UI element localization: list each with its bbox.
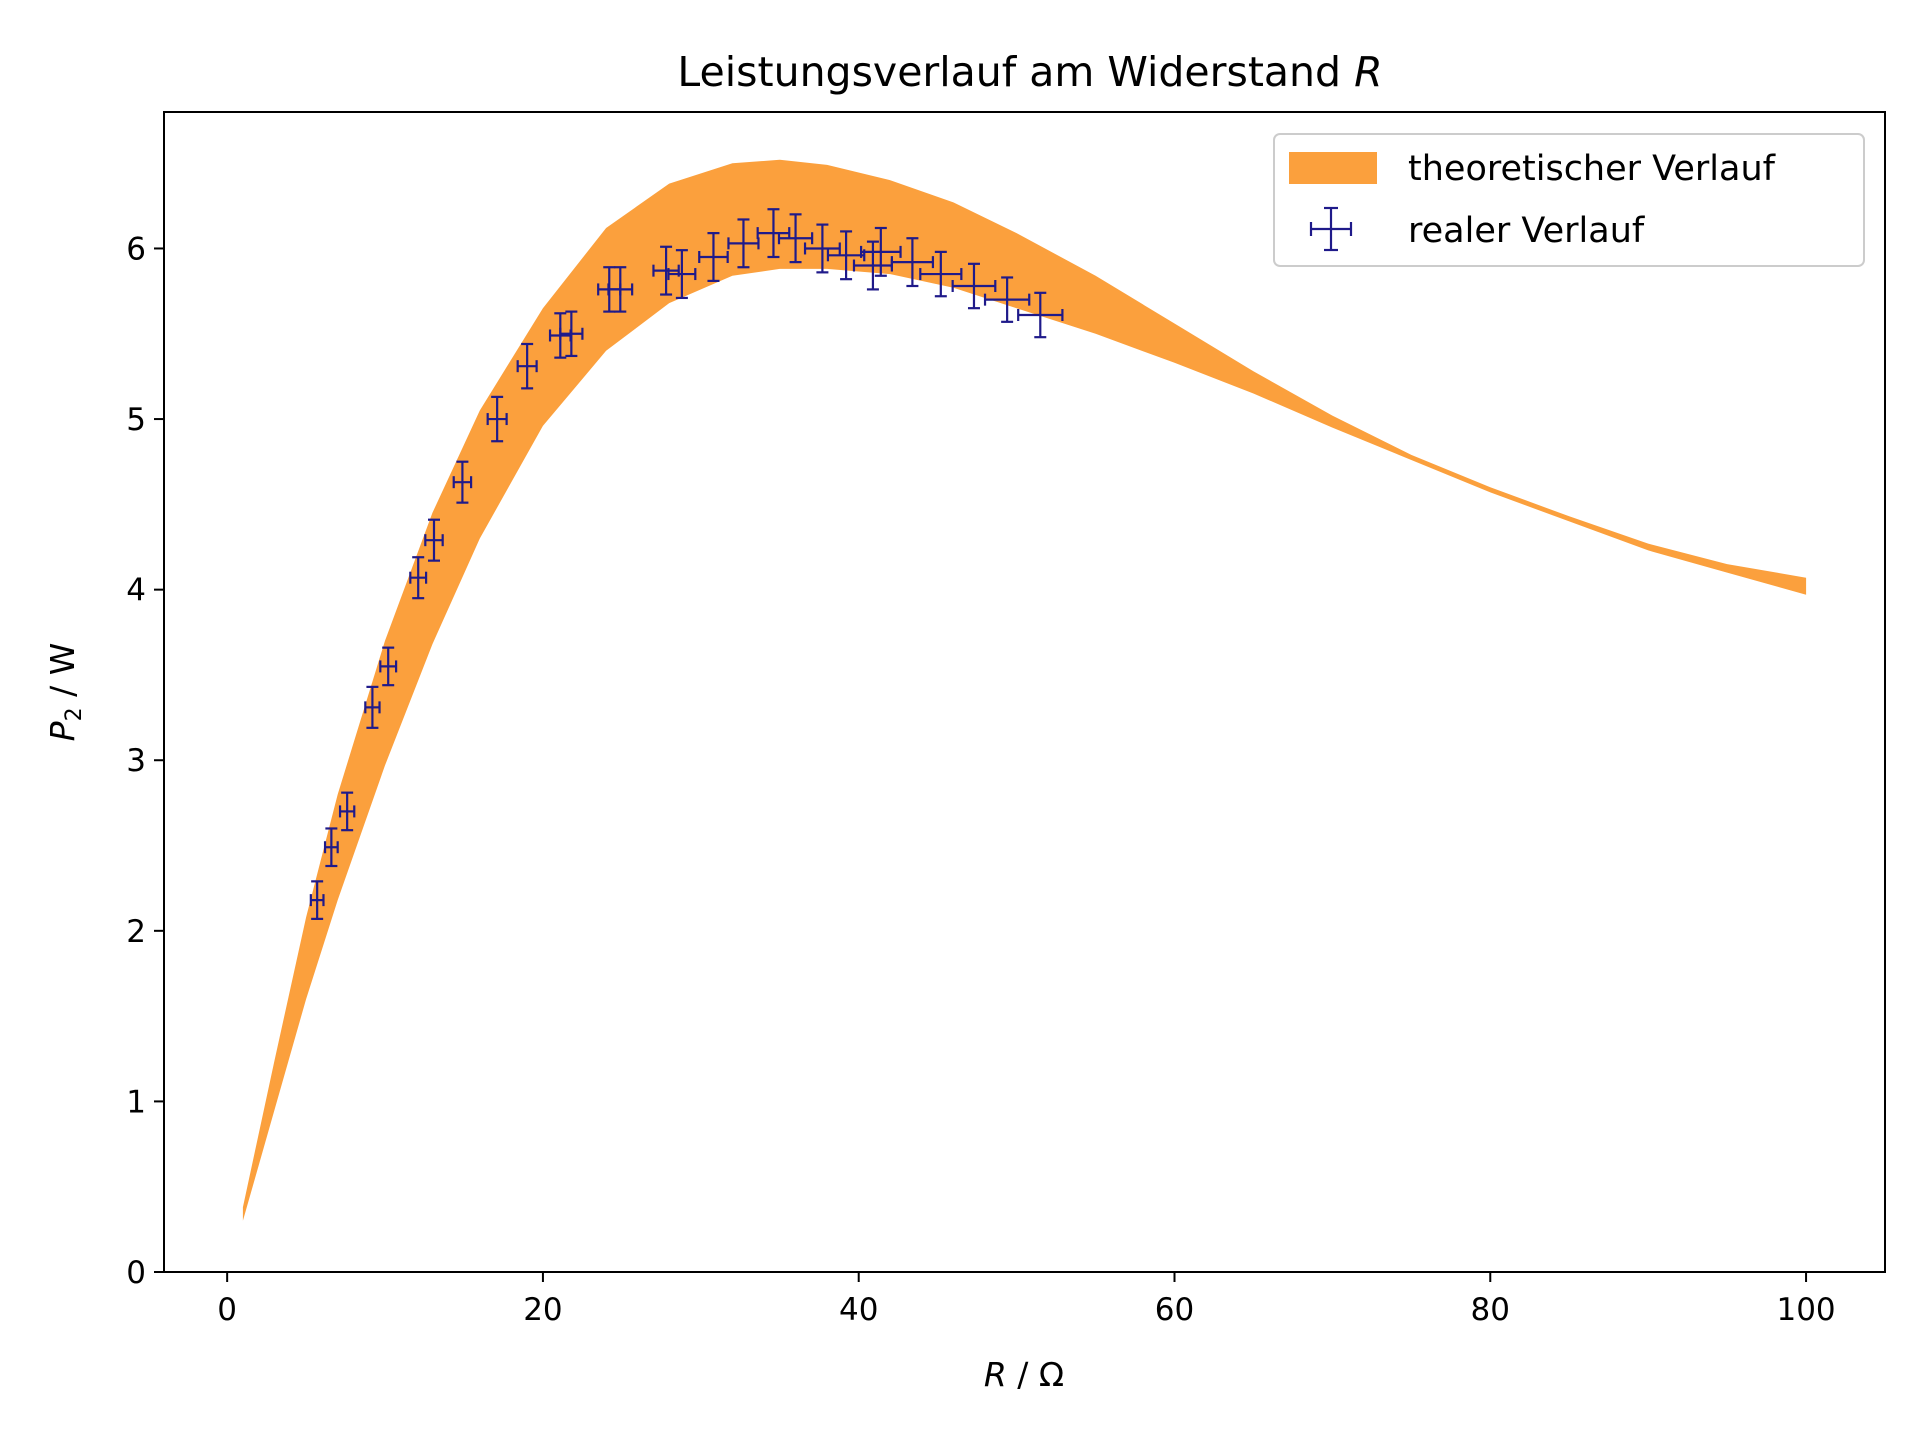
plot-frame [163,111,1886,1273]
data-point [338,791,356,832]
data-point [667,249,697,300]
y-tick-label: 6 [126,231,146,267]
data-point [890,237,935,288]
y-tick-label: 0 [126,1255,146,1291]
data-point [424,518,444,562]
data-point [919,250,963,298]
data-point [486,395,508,443]
data-point [983,276,1031,323]
x-tick-label: 40 [839,1292,878,1328]
chart-title-italic: R [1354,48,1383,96]
legend-band-swatch [1289,152,1377,184]
data-point [309,880,325,920]
y-axis-ticks: 0 1 2 3 4 5 6 [126,231,164,1291]
data-point [323,827,339,868]
data-point [516,342,538,390]
y-tick-label: 1 [126,1084,146,1120]
legend-errorbar-marker [1309,206,1353,252]
data-point [409,556,428,600]
x-axis-ticks: 0 20 40 60 80 100 [217,1272,1836,1328]
x-axis-label-italic: R [984,1355,1007,1394]
legend-box [1273,133,1865,267]
x-tick-label: 20 [523,1292,562,1328]
data-point [756,208,791,259]
x-tick-label: 0 [217,1292,237,1328]
x-axis-label-rest: / Ω [1007,1355,1064,1394]
y-tick-label: 3 [126,743,146,779]
y-axis-label-rest: / W [43,643,82,708]
x-tick-label: 100 [1776,1292,1835,1328]
chart-title-text: Leistungsverlauf am Widerstand [677,48,1354,96]
x-tick-label: 60 [1155,1292,1194,1328]
legend-band-label: theoretischer Verlauf [1408,149,1776,189]
y-axis-label: P2 / W [43,643,87,742]
data-point [727,218,760,269]
x-tick-label: 80 [1471,1292,1510,1328]
x-axis-label: R / Ω [984,1355,1064,1394]
data-point [452,460,473,504]
chart-title: Leistungsverlauf am Widerstand R [677,48,1382,96]
legend: theoretischer Verlauf realer Verlauf [1273,133,1865,267]
data-point [1017,291,1064,339]
legend-points-label: realer Verlauf [1408,211,1645,251]
data-point [777,213,814,264]
data-point [803,223,841,274]
data-point [379,646,398,687]
data-point [364,685,381,729]
data-point [859,226,902,277]
data-point [559,310,584,358]
data-point [951,262,997,310]
data-point [698,232,729,282]
y-tick-label: 2 [126,914,146,950]
y-axis-label-base: P [43,721,82,741]
data-points-layer [309,208,1064,920]
y-tick-label: 5 [126,402,146,438]
data-point [607,266,634,313]
y-axis-label-sub: 2 [62,707,87,721]
y-tick-label: 4 [126,573,146,609]
data-point [826,230,866,281]
